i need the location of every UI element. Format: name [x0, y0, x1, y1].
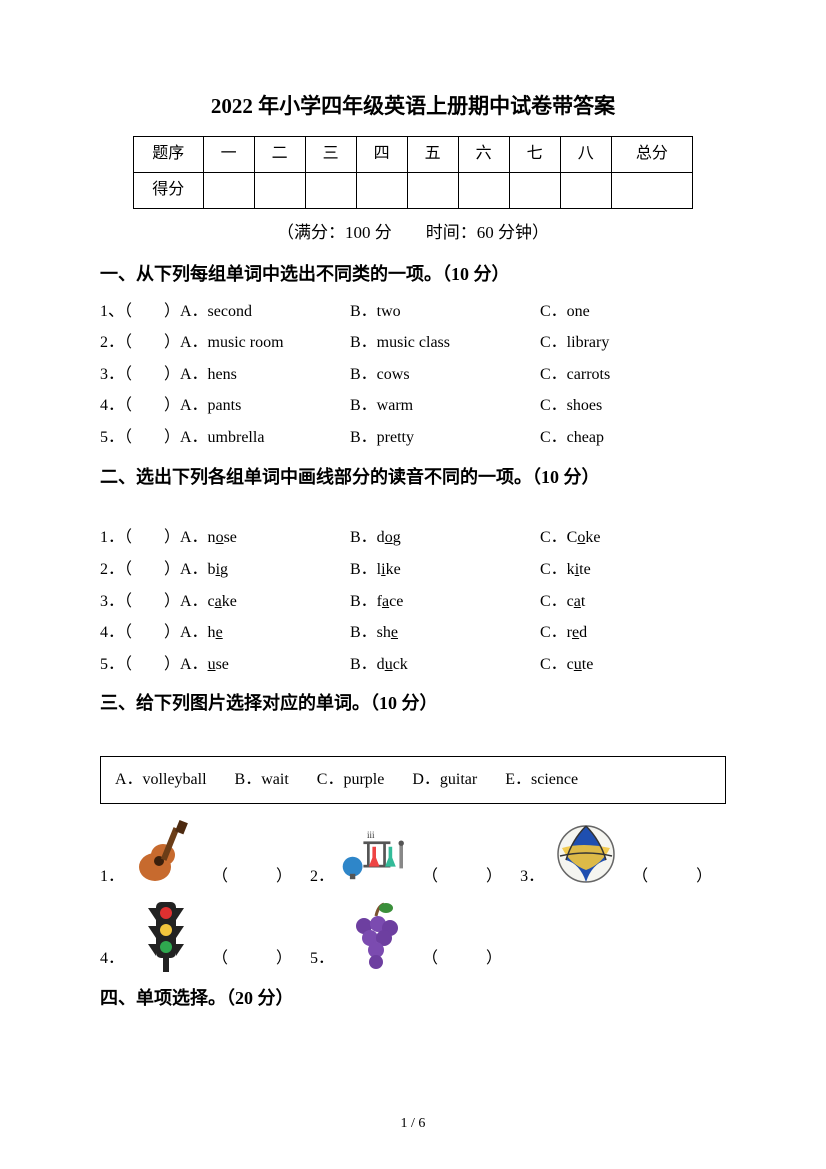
option-b: B．like [350, 557, 540, 583]
option-b: B．duck [350, 652, 540, 678]
score-cell [509, 172, 560, 208]
option-c: C．cat [540, 589, 585, 615]
option-c: C．shoes [540, 393, 700, 419]
option: A．volleyball [115, 771, 207, 788]
page-title: 2022 年小学四年级英语上册期中试卷带答案 [100, 90, 726, 124]
question-row: 1、（ ）A．secondB．twoC．one [100, 299, 726, 325]
col-head: 七 [509, 136, 560, 172]
section-3-heading: 三、给下列图片选择对应的单词。（10 分） [100, 689, 726, 718]
question-row: 1．（ ）A．noseB．dogC．Coke [100, 525, 726, 551]
trafficlight-icon [130, 900, 202, 972]
col-head: 一 [203, 136, 254, 172]
blank: （ ） [422, 946, 502, 972]
table-row: 题序 一 二 三 四 五 六 七 八 总分 [134, 136, 693, 172]
row-label: 得分 [134, 172, 204, 208]
question-row: 4．（ ）A．heB．sheC．red [100, 620, 726, 646]
option-b: B．she [350, 620, 540, 646]
option-b: B．cows [350, 362, 540, 388]
science-icon: iii [340, 818, 412, 890]
score-cell [254, 172, 305, 208]
col-head: 八 [560, 136, 611, 172]
total-head: 总分 [611, 136, 692, 172]
option-c: C．carrots [540, 362, 700, 388]
svg-text:iii: iii [367, 830, 375, 840]
option-a: 5．（ ）A．use [100, 652, 350, 678]
col-head: 六 [458, 136, 509, 172]
table-row: 得分 [134, 172, 693, 208]
option: D．guitar [412, 771, 477, 788]
pic-num: 3． [520, 864, 544, 890]
option-c: C．Coke [540, 525, 600, 551]
score-table: 题序 一 二 三 四 五 六 七 八 总分 得分 [133, 136, 693, 209]
option-b: B．face [350, 589, 540, 615]
pic-num: 2． [310, 864, 334, 890]
question-row: 2．（ ）A．music roomB．music classC．library [100, 330, 726, 356]
pic-num: 1． [100, 864, 124, 890]
score-cell [458, 172, 509, 208]
option-a: 5．（ ）A．umbrella [100, 425, 350, 451]
option: C．purple [317, 771, 385, 788]
page-number: 1 / 6 [0, 1113, 826, 1135]
option-c: C．kite [540, 557, 591, 583]
option-a: 4．（ ）A．he [100, 620, 350, 646]
score-cell [407, 172, 458, 208]
question-row: 5．（ ）A．useB．duckC．cute [100, 652, 726, 678]
blank: （ ） [632, 864, 712, 890]
volleyball-icon [550, 818, 622, 890]
option-a: 2．（ ）A．big [100, 557, 350, 583]
option-c: C．library [540, 330, 700, 356]
option-c: C．red [540, 620, 587, 646]
section-1-heading: 一、从下列每组单词中选出不同类的一项。（10 分） [100, 260, 726, 289]
question-row: 3．（ ）A．cakeB．faceC．cat [100, 589, 726, 615]
option: E．science [505, 771, 578, 788]
col-head: 四 [356, 136, 407, 172]
option-c: C．cute [540, 652, 593, 678]
blank: （ ） [422, 864, 502, 890]
option-b: B．music class [350, 330, 540, 356]
score-cell [560, 172, 611, 208]
row-label: 题序 [134, 136, 204, 172]
option-box: A．volleyball B．wait C．purple D．guitar E．… [100, 756, 726, 804]
picture-row-2: 4． （ ） 5． [100, 900, 726, 972]
option: B．wait [235, 771, 289, 788]
pic-num: 4． [100, 946, 124, 972]
option-b: B．dog [350, 525, 540, 551]
score-cell [305, 172, 356, 208]
col-head: 三 [305, 136, 356, 172]
option-a: 1、（ ）A．second [100, 299, 350, 325]
option-a: 4．（ ）A．pants [100, 393, 350, 419]
option-a: 3．（ ）A．hens [100, 362, 350, 388]
question-row: 4．（ ）A．pantsB．warmC．shoes [100, 393, 726, 419]
guitar-icon [130, 818, 202, 890]
question-row: 3．（ ）A．hensB．cowsC．carrots [100, 362, 726, 388]
question-row: 5．（ ）A．umbrellaB．prettyC．cheap [100, 425, 726, 451]
blank: （ ） [212, 864, 292, 890]
option-a: 3．（ ）A．cake [100, 589, 350, 615]
option-b: B．two [350, 299, 540, 325]
option-b: B．pretty [350, 425, 540, 451]
option-a: 2．（ ）A．music room [100, 330, 350, 356]
score-cell [611, 172, 692, 208]
section-4-heading: 四、单项选择。（20 分） [100, 984, 726, 1013]
option-c: C．one [540, 299, 700, 325]
option-b: B．warm [350, 393, 540, 419]
option-c: C．cheap [540, 425, 700, 451]
question-row: 2．（ ）A．bigB．likeC．kite [100, 557, 726, 583]
blank: （ ） [212, 946, 292, 972]
pic-num: 5． [310, 946, 334, 972]
section-2-heading: 二、选出下列各组单词中画线部分的读音不同的一项。（10 分） [100, 463, 726, 492]
option-a: 1．（ ）A．nose [100, 525, 350, 551]
score-cell [356, 172, 407, 208]
grapes-icon [340, 900, 412, 972]
score-cell [203, 172, 254, 208]
picture-row-1: 1． （ ） 2． [100, 818, 726, 890]
exam-meta: （满分：100 分 时间：60 分钟） [100, 219, 726, 246]
col-head: 二 [254, 136, 305, 172]
col-head: 五 [407, 136, 458, 172]
